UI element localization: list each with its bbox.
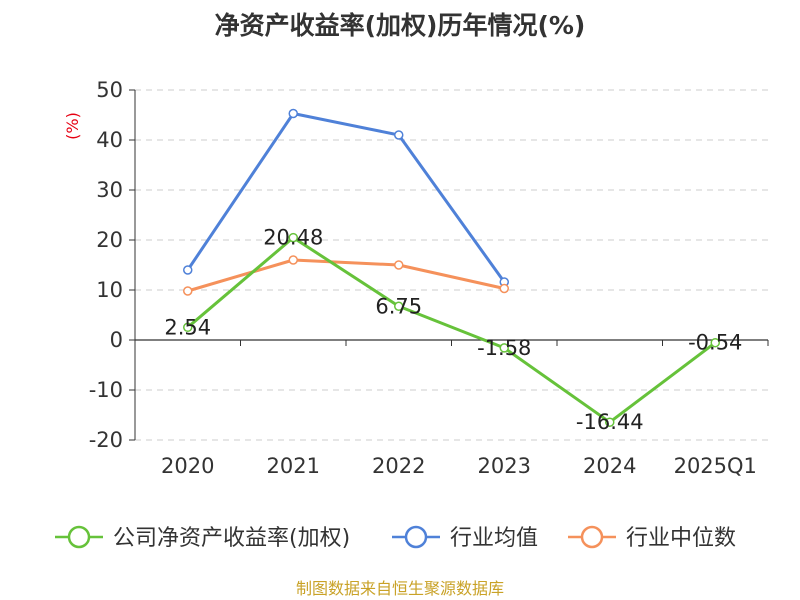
legend-label: 行业中位数 bbox=[626, 526, 736, 551]
grid-layer bbox=[135, 89, 768, 441]
series-point bbox=[605, 417, 615, 427]
series-point bbox=[183, 286, 193, 296]
y-tick-label: 20 bbox=[96, 228, 123, 252]
series-point bbox=[288, 108, 298, 119]
x-tick-label: 2020 bbox=[161, 454, 214, 478]
y-tick-label: 0 bbox=[110, 328, 123, 352]
data-source: 制图数据来自恒生聚源数据库 bbox=[296, 579, 504, 598]
y-tick-label: 40 bbox=[96, 128, 123, 152]
series-point bbox=[288, 255, 298, 265]
y-tick-label: 50 bbox=[96, 78, 123, 102]
legend-label: 行业均值 bbox=[450, 526, 538, 551]
y-tick-label: 30 bbox=[96, 178, 123, 202]
legend: 公司净资产收益率(加权) 行业均值 行业中位数 bbox=[55, 525, 736, 551]
data-label: -0.54 bbox=[688, 331, 742, 355]
x-tick-label: 2023 bbox=[478, 454, 531, 478]
legend-marker bbox=[67, 525, 91, 549]
y-tick-label: 10 bbox=[96, 278, 123, 302]
series-point bbox=[499, 343, 509, 353]
series-line bbox=[186, 112, 506, 283]
y-axis-unit: (%) bbox=[63, 112, 82, 140]
label-layer: 2.54 20.48 6.75 -1.58 -16.44 -0.54 bbox=[164, 226, 742, 435]
series-point bbox=[499, 283, 509, 294]
series-point bbox=[394, 301, 404, 311]
chart-title: 净资产收益率(加权)历年情况(%) bbox=[215, 11, 586, 40]
series-point bbox=[183, 322, 193, 333]
legend-marker bbox=[580, 525, 604, 549]
legend-marker bbox=[404, 525, 428, 549]
axis-layer: 50 40 30 20 10 0 -10 -20 2020 2021 2022 2023 2024 202… bbox=[89, 78, 769, 478]
y-tick-label: -10 bbox=[89, 378, 123, 402]
legend-label: 公司净资产收益率(加权) bbox=[113, 526, 350, 551]
series-point bbox=[183, 265, 193, 275]
series-layer bbox=[183, 108, 720, 427]
series-line bbox=[186, 236, 717, 424]
series-point bbox=[394, 260, 404, 270]
series-point bbox=[394, 130, 404, 140]
y-tick-label: -20 bbox=[89, 428, 123, 452]
x-tick-label: 2021 bbox=[267, 454, 320, 478]
data-label: -16.44 bbox=[576, 410, 644, 434]
x-tick-label: 2022 bbox=[372, 454, 425, 478]
x-tick-label: 2024 bbox=[583, 454, 636, 478]
series-line bbox=[187, 258, 505, 293]
data-label: -1.58 bbox=[477, 336, 531, 360]
data-label: 2.54 bbox=[164, 315, 211, 339]
series-point bbox=[288, 232, 298, 243]
x-tick-label: 2025Q1 bbox=[674, 454, 757, 478]
series-point bbox=[710, 337, 720, 348]
data-label: 20.48 bbox=[263, 226, 323, 250]
data-label: 6.75 bbox=[375, 294, 422, 318]
